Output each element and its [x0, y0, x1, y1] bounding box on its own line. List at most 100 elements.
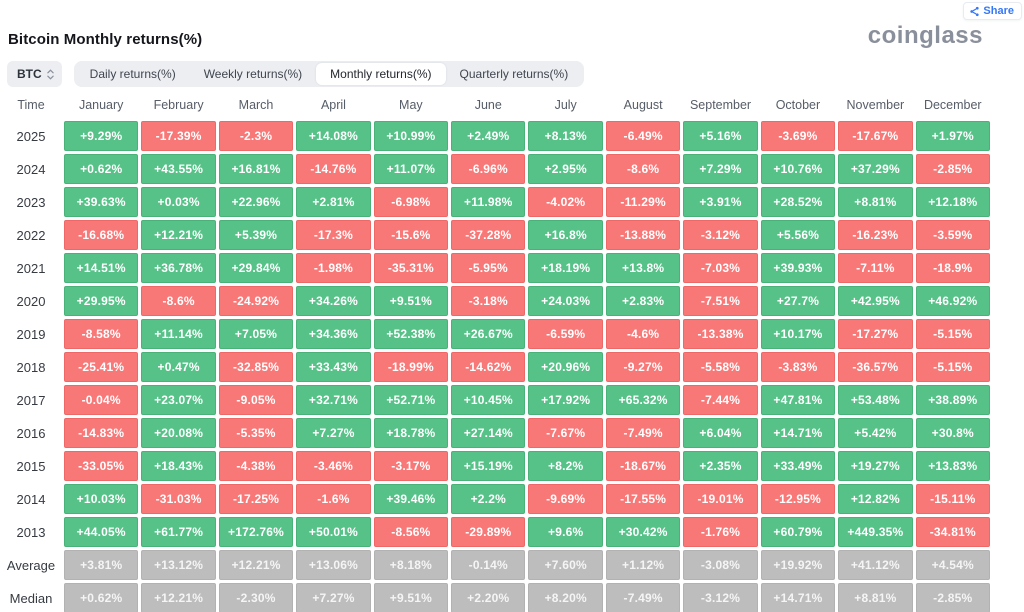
return-cell: -17.39%: [141, 121, 216, 151]
return-cell: -13.88%: [605, 220, 681, 250]
column-header-august: August: [623, 98, 663, 112]
return-cell: -5.15%: [915, 352, 990, 382]
return-cell: -15.11%: [915, 484, 990, 514]
return-cell: -17.27%: [838, 319, 913, 349]
coin-selector[interactable]: BTC: [7, 61, 62, 87]
return-cell: +2.83%: [605, 286, 681, 316]
tab-quarterly[interactable]: Quarterly returns(%): [446, 63, 583, 85]
return-cell: -7.49%: [605, 583, 681, 612]
returns-table: Time January February March April May June Jul…: [1, 96, 990, 612]
share-button[interactable]: Share: [963, 2, 1022, 20]
return-cell: +12.18%: [915, 187, 990, 217]
return-cell: +8.13%: [528, 121, 603, 151]
return-cell: +10.17%: [760, 319, 836, 349]
column-header-april: April: [320, 98, 346, 112]
return-cell: -24.92%: [218, 286, 294, 316]
return-cell: +65.32%: [605, 385, 681, 415]
return-cell: -17.55%: [605, 484, 681, 514]
table-row-2025: 2025 +9.29% -17.39% -2.3% +14.08% +10.99% +2.4…: [1, 121, 990, 151]
sort-arrows-icon: [46, 68, 54, 80]
return-cell: +37.29%: [838, 154, 913, 184]
return-cell: -16.68%: [64, 220, 139, 250]
return-cell: +27.7%: [760, 286, 836, 316]
header: Bitcoin Monthly returns(%) coinglass: [0, 0, 1024, 49]
tab-weekly[interactable]: Weekly returns(%): [190, 63, 316, 85]
return-cell: +39.46%: [373, 484, 449, 514]
page-title: Bitcoin Monthly returns(%): [8, 31, 203, 48]
column-header-december: December: [923, 98, 982, 112]
return-cell: -13.38%: [683, 319, 758, 349]
return-cell: +3.81%: [64, 550, 139, 580]
return-cell: -4.38%: [218, 451, 294, 481]
return-cell: -3.12%: [683, 220, 758, 250]
row-label: 2024: [16, 161, 46, 177]
return-cell: +19.27%: [838, 451, 913, 481]
return-cell: +2.2%: [451, 484, 526, 514]
return-cell: +28.52%: [760, 187, 836, 217]
table-row-2018: 2018 -25.41% +0.47% -32.85% +33.43% -18.99% -1…: [1, 352, 990, 382]
return-cell: -18.9%: [915, 253, 990, 283]
return-cell: -3.69%: [760, 121, 836, 151]
return-cell: +60.79%: [760, 517, 836, 547]
return-cell: +11.98%: [451, 187, 526, 217]
return-cell: -2.85%: [915, 154, 990, 184]
return-cell: -5.95%: [451, 253, 526, 283]
return-cell: +6.04%: [683, 418, 758, 448]
return-cell: +4.54%: [915, 550, 990, 580]
row-label: 2015: [16, 458, 46, 474]
return-cell: -6.96%: [451, 154, 526, 184]
return-cell: +12.82%: [838, 484, 913, 514]
return-cell: +2.49%: [451, 121, 526, 151]
return-cell: +8.18%: [373, 550, 449, 580]
return-cell: +20.08%: [141, 418, 216, 448]
return-cell: +12.21%: [141, 220, 216, 250]
return-cell: +8.20%: [528, 583, 603, 612]
return-cell: +16.8%: [528, 220, 603, 250]
return-cell: +33.43%: [296, 352, 371, 382]
return-cell: -7.03%: [683, 253, 758, 283]
return-cell: +14.08%: [296, 121, 371, 151]
return-cell: +36.78%: [141, 253, 216, 283]
return-cell: -17.3%: [296, 220, 371, 250]
return-cell: +14.71%: [760, 583, 836, 612]
return-cell: -19.01%: [683, 484, 758, 514]
tab-monthly[interactable]: Monthly returns(%): [316, 63, 446, 85]
return-cell: +13.8%: [605, 253, 681, 283]
return-cell: +5.39%: [218, 220, 294, 250]
return-cell: -7.44%: [683, 385, 758, 415]
return-cell: +0.62%: [64, 154, 139, 184]
return-cell: -14.62%: [451, 352, 526, 382]
return-cell: +15.19%: [451, 451, 526, 481]
return-cell: -7.11%: [838, 253, 913, 283]
return-cell: -4.02%: [528, 187, 603, 217]
row-label: 2020: [16, 293, 46, 309]
column-header-july: July: [554, 98, 577, 112]
return-cell: -33.05%: [64, 451, 139, 481]
return-cell: +10.45%: [451, 385, 526, 415]
return-cell: +449.35%: [838, 517, 913, 547]
return-cell: -0.04%: [64, 385, 139, 415]
return-cell: +5.56%: [760, 220, 836, 250]
return-cell: +41.12%: [838, 550, 913, 580]
return-cell: -34.81%: [915, 517, 990, 547]
return-cell: +14.71%: [760, 418, 836, 448]
return-cell: -8.6%: [605, 154, 681, 184]
return-cell: -1.6%: [296, 484, 371, 514]
return-cell: -11.29%: [605, 187, 681, 217]
return-cell: -8.6%: [141, 286, 216, 316]
return-cell: +10.03%: [64, 484, 139, 514]
return-cell: -3.59%: [915, 220, 990, 250]
coin-selector-label: BTC: [17, 67, 42, 81]
return-cell: +7.60%: [528, 550, 603, 580]
tab-daily[interactable]: Daily returns(%): [76, 63, 190, 85]
return-cell: +5.16%: [683, 121, 758, 151]
row-label: 2017: [16, 392, 46, 408]
interval-tabs: Daily returns(%) Weekly returns(%) Monthly…: [73, 61, 585, 87]
return-cell: -6.59%: [528, 319, 603, 349]
column-header-october: October: [775, 98, 821, 112]
table-row-2022: 2022 -16.68% +12.21% +5.39% -17.3% -15.6% -37.…: [1, 220, 990, 250]
return-cell: +13.12%: [141, 550, 216, 580]
return-cell: -18.99%: [373, 352, 449, 382]
row-label: 2019: [16, 326, 46, 342]
